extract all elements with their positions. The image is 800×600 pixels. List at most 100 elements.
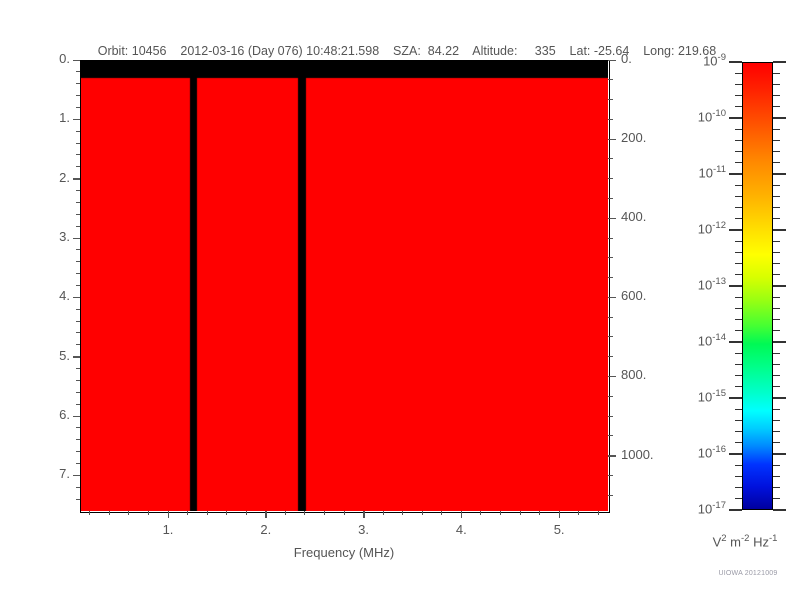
y-left-major-tick (73, 356, 80, 358)
colorbar-minor-tick (735, 319, 742, 321)
x-minor-tick (89, 511, 91, 515)
y-left-minor-tick (76, 439, 80, 441)
y-left-minor-tick (76, 427, 80, 429)
y-left-minor-tick (76, 451, 80, 453)
colorbar-major-tick (729, 341, 742, 343)
colorbar-minor-tick (735, 419, 742, 421)
y-left-minor-tick (76, 463, 80, 465)
colorbar-minor-tick (735, 106, 742, 108)
x-minor-tick (421, 511, 423, 515)
y-left-major-tick (73, 59, 80, 61)
y-left-minor-tick (76, 154, 80, 156)
x-minor-tick (480, 511, 482, 515)
colorbar-major-tick (773, 61, 786, 63)
colorbar-minor-tick (773, 207, 780, 209)
colorbar-major-tick (773, 397, 786, 399)
colorbar-minor-tick (735, 240, 742, 242)
colorbar-minor-tick (773, 296, 780, 298)
y-right-tick-label-1: 200. (621, 130, 647, 146)
y-left-minor-tick (76, 332, 80, 334)
x-major-tick (167, 511, 169, 518)
colorbar-minor-tick (735, 464, 742, 466)
colorbar-minor-tick (773, 240, 780, 242)
colorbar-minor-tick (735, 296, 742, 298)
colorbar-major-tick (773, 453, 786, 455)
y-right-major-tick (608, 455, 616, 457)
x-major-tick (265, 511, 267, 518)
y-left-minor-tick (76, 83, 80, 85)
y-right-major-tick (608, 59, 616, 61)
y-left-minor-tick (76, 498, 80, 500)
colorbar-minor-tick (735, 352, 742, 354)
colorbar-units-label: V2 m-2 Hz-1 (712, 533, 778, 550)
colorbar-minor-tick (735, 307, 742, 309)
y-left-minor-tick (76, 106, 80, 108)
y-right-major-tick (608, 296, 616, 299)
y-left-tick-label-6: 6. (59, 407, 70, 423)
colorbar-minor-tick (773, 184, 780, 186)
colorbar-minor-tick (773, 72, 780, 74)
colorbar-minor-tick (773, 419, 780, 421)
x-minor-tick (323, 511, 325, 515)
y-left-minor-tick (76, 273, 80, 275)
y-left-minor-tick (76, 368, 80, 370)
y-left-major-tick (73, 415, 80, 418)
y-left-minor-tick (76, 285, 80, 286)
header-text: Orbit: 10456 2012-03-16 (Day 076) 10:48:… (97, 44, 717, 58)
y-right-tick-label-5: 1000. (621, 446, 654, 462)
x-major-tick (460, 511, 463, 518)
y-right-minor-tick (608, 277, 613, 279)
colorbar-minor-tick (773, 475, 780, 477)
colorbar-tick-label-4: 10-13 (697, 276, 726, 293)
x-axis-title: Frequency (MHz) (293, 545, 395, 560)
y-right-tick-label-0: 0. (621, 51, 632, 66)
colorbar-major-tick (773, 509, 786, 511)
x-minor-tick (499, 511, 501, 515)
y-right-minor-tick (608, 158, 613, 160)
colorbar-minor-tick (773, 251, 780, 253)
colorbar-minor-tick (773, 139, 780, 141)
y-left-minor-tick (76, 249, 80, 251)
x-minor-tick (519, 511, 521, 515)
colorbar-major-tick (729, 61, 742, 63)
colorbar-minor-tick (773, 375, 780, 377)
y-right-major-tick (608, 217, 616, 220)
y-right-major-tick (608, 138, 616, 141)
colorbar-minor-tick (773, 162, 780, 164)
colorbar-minor-tick (735, 330, 742, 332)
y-left-minor-tick (76, 213, 80, 215)
colorbar-minor-tick (773, 307, 780, 309)
colorbar-minor-tick (735, 72, 742, 74)
colorbar-minor-tick (735, 128, 742, 130)
y-left-major-tick (73, 474, 80, 477)
colorbar-minor-tick (735, 139, 742, 141)
colorbar-major-tick (729, 285, 742, 287)
colorbar-minor-tick (735, 498, 742, 500)
y-left-minor-tick (76, 95, 80, 97)
x-minor-tick (187, 511, 189, 515)
y-right-minor-tick (608, 415, 613, 417)
x-major-tick (558, 511, 561, 518)
x-tick-label-3: 3. (358, 522, 369, 537)
colorbar-minor-tick (735, 162, 742, 164)
y-right-minor-tick (608, 237, 613, 239)
colorbar-minor-tick (735, 207, 742, 209)
colorbar-minor-tick (773, 151, 780, 153)
colorbar-major-tick (773, 117, 786, 119)
x-minor-tick (108, 511, 110, 515)
spectrogram-plot (80, 60, 608, 511)
colorbar-tick-label-2: 10-11 (698, 164, 727, 181)
x-minor-tick (284, 511, 286, 515)
y-left-minor-tick (76, 308, 80, 310)
x-minor-tick (441, 511, 443, 515)
x-major-tick (363, 511, 365, 518)
y-left-minor-tick (76, 344, 80, 346)
y-left-tick-label-2: 2. (59, 169, 70, 185)
y-left-minor-tick (76, 261, 80, 263)
credit-label: UIOWA 20121009 (718, 570, 778, 577)
x-minor-tick (578, 511, 580, 515)
colorbar-minor-tick (735, 487, 742, 489)
x-minor-tick (597, 511, 599, 515)
colorbar-minor-tick (735, 83, 742, 85)
